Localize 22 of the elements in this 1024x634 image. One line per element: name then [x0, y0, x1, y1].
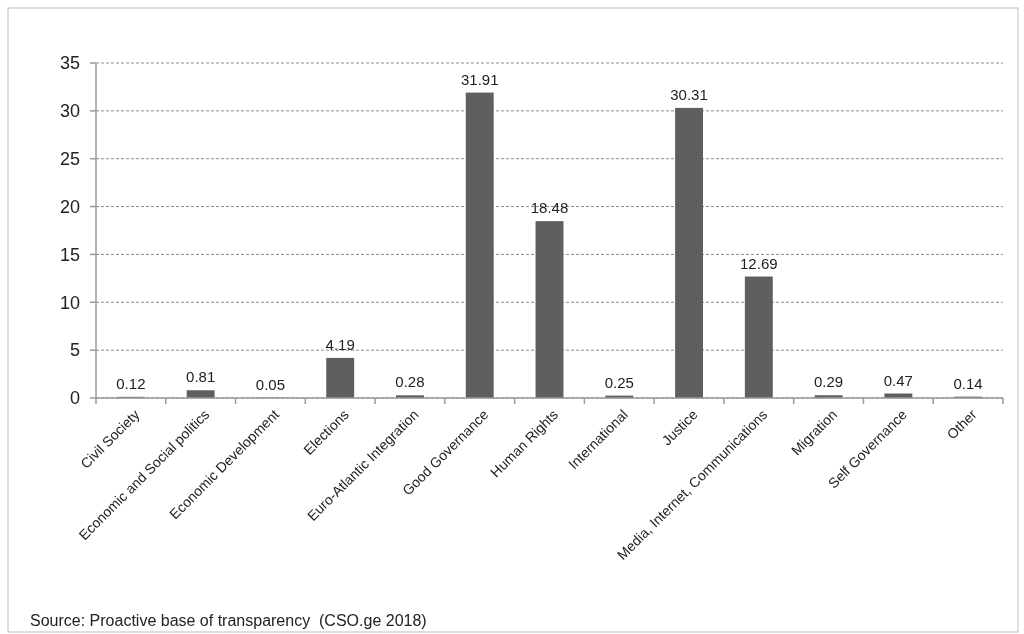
data-label: 12.69 — [740, 254, 778, 272]
y-tick-label: 20 — [59, 196, 80, 217]
data-label: 0.28 — [395, 373, 425, 391]
data-label: 0.81 — [186, 368, 216, 386]
data-label: 30.31 — [670, 85, 708, 103]
data-label: 18.48 — [530, 199, 569, 217]
data-label: 0.47 — [883, 371, 913, 389]
y-tick-label: 15 — [59, 244, 80, 265]
data-label: 4.19 — [325, 335, 355, 353]
y-tick-label: 5 — [69, 340, 80, 361]
y-tick-label: 30 — [59, 101, 80, 122]
data-label: 0.05 — [255, 375, 286, 393]
source-note: Source: Proactive base of transparency (CSO.ge 2018) — [30, 612, 427, 629]
y-tick-label: 0 — [69, 388, 80, 409]
data-label: 0.25 — [604, 373, 634, 391]
data-label: 31.91 — [460, 70, 499, 88]
data-label: 0.29 — [813, 373, 844, 391]
data-label: 0.14 — [953, 374, 983, 392]
y-tick-label: 10 — [59, 292, 80, 313]
y-tick-label: 25 — [59, 149, 80, 170]
y-tick-label: 35 — [59, 53, 80, 74]
data-label: 0.12 — [116, 374, 146, 392]
